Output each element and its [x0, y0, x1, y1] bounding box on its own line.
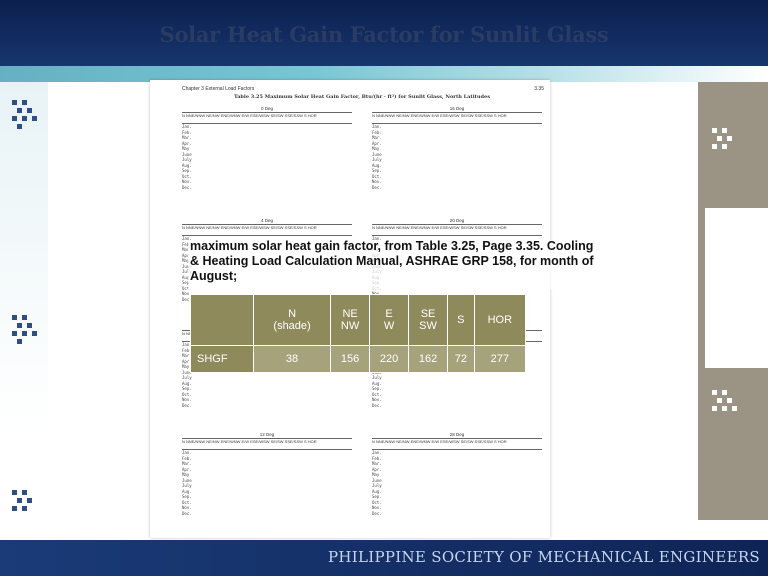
mini-table-section: 12 Deg N NNE/NNW NE/NW ENE/WNW E/W ESE/W…: [182, 432, 352, 532]
shgf-header-cell: S: [447, 293, 475, 347]
section-column-header: N NNE/NNW NE/NW ENE/WNW E/W ESE/WSW SE/S…: [372, 439, 542, 450]
shgf-table: N (shade) NE NW E W SE SW S HOR SHGF 38 …: [190, 293, 527, 373]
shgf-header-label: SE SW: [419, 308, 437, 333]
section-rows: Jan. Feb. Mar. Apr. May June July Aug. S…: [182, 236, 192, 302]
shgf-header-cell: SE SW: [408, 293, 449, 347]
section-title: 16 Deg: [372, 106, 542, 113]
mini-table-section: 16 Deg N NNE/NNW NE/NW ENE/WNW E/W ESE/W…: [372, 106, 542, 206]
section-column-header: N NNE/NNW NE/NW ENE/WNW E/W ESE/WSW SE/S…: [372, 225, 542, 236]
section-title: 20 Deg: [372, 218, 542, 225]
section-column-header: N NNE/NNW NE/NW ENE/WNW E/W ESE/WSW SE/S…: [182, 225, 352, 236]
section-title: 12 Deg: [182, 432, 352, 439]
shgf-header-cell: HOR: [473, 293, 527, 347]
shgf-value-hor: 277: [473, 345, 527, 373]
shgf-value-s: 72: [447, 345, 475, 373]
shgf-value-row: SHGF 38 156 220 162 72 277: [190, 345, 527, 373]
decorative-dots-icon: [712, 128, 746, 172]
decorative-dots-icon: [12, 100, 46, 144]
decorative-dots-icon: [12, 315, 46, 359]
shgf-header-label: N (shade): [273, 308, 311, 333]
mini-table-section: 0 Deg N NNE/NNW NE/NW ENE/WNW E/W ESE/WS…: [182, 106, 352, 206]
decorative-dots-icon: [712, 390, 746, 434]
section-title: 28 Deg: [372, 432, 542, 439]
section-rows: Jan. Feb. Mar. Apr. May June July Aug. S…: [372, 124, 382, 190]
shgf-header-cell: N (shade): [252, 293, 332, 347]
shgf-value-ne-nw: 156: [330, 345, 371, 373]
section-column-header: N NNE/NNW NE/NW ENE/WNW E/W ESE/WSW SE/S…: [182, 439, 352, 450]
section-column-header: N NNE/NNW NE/NW ENE/WNW E/W ESE/WSW SE/S…: [372, 113, 542, 124]
section-rows: Jan. Feb. Mar. Apr. May June July Aug. S…: [182, 124, 192, 190]
footer-organization: PHILIPPINE SOCIETY OF MECHANICAL ENGINEE…: [328, 548, 760, 566]
section-column-header: N NNE/NNW NE/NW ENE/WNW E/W ESE/WSW SE/S…: [182, 113, 352, 124]
annotation-text: maximum solar heat gain factor, from Tab…: [190, 239, 594, 283]
shgf-header-label: NE NW: [340, 308, 360, 333]
shgf-value-se-sw: 162: [408, 345, 449, 373]
section-rows: Jan. Feb. Mar. Apr. May June July Aug. S…: [372, 450, 382, 516]
table-caption: Table 3.25 Maximum Solar Heat Gain Facto…: [233, 94, 491, 100]
page-number: 3.35: [534, 86, 544, 92]
chapter-header: Chapter 3 External Load Factors: [182, 86, 255, 92]
shgf-header-cell: NE NW: [330, 293, 371, 347]
mini-table-section: 28 Deg N NNE/NNW NE/NW ENE/WNW E/W ESE/W…: [372, 432, 542, 532]
shgf-header-label: E W: [383, 308, 395, 333]
slide-title: Solar Heat Gain Factor for Sunlit Glass: [159, 22, 609, 47]
shgf-header-row: N (shade) NE NW E W SE SW S HOR: [190, 293, 527, 347]
shgf-value-e-w: 220: [369, 345, 410, 373]
section-rows: Jan. Feb. Mar. Apr. May June July Aug. S…: [182, 450, 192, 516]
shgf-header-cell: E W: [369, 293, 410, 347]
shgf-value-n: 38: [252, 345, 332, 373]
header-accent-stripe: [0, 66, 768, 82]
slide-footer-band: [0, 540, 768, 576]
right-decorative-panel-inset: [705, 208, 768, 368]
shgf-header-cell: [190, 293, 254, 347]
decorative-dots-icon: [12, 490, 46, 534]
section-title: 0 Deg: [182, 106, 352, 113]
shgf-header-label: HOR: [487, 314, 513, 327]
section-title: 4 Deg: [182, 218, 352, 225]
section-rows: Jan. Feb. Mar. Apr. May June July Aug. S…: [182, 342, 192, 408]
annotation-backdrop: [188, 240, 578, 290]
mini-table-section: 4 Deg N NNE/NNW NE/NW ENE/WNW E/W ESE/WS…: [182, 218, 352, 318]
shgf-header-label: S: [457, 314, 465, 327]
slide-header-band: [0, 0, 768, 66]
shgf-row-label: SHGF: [190, 345, 254, 373]
